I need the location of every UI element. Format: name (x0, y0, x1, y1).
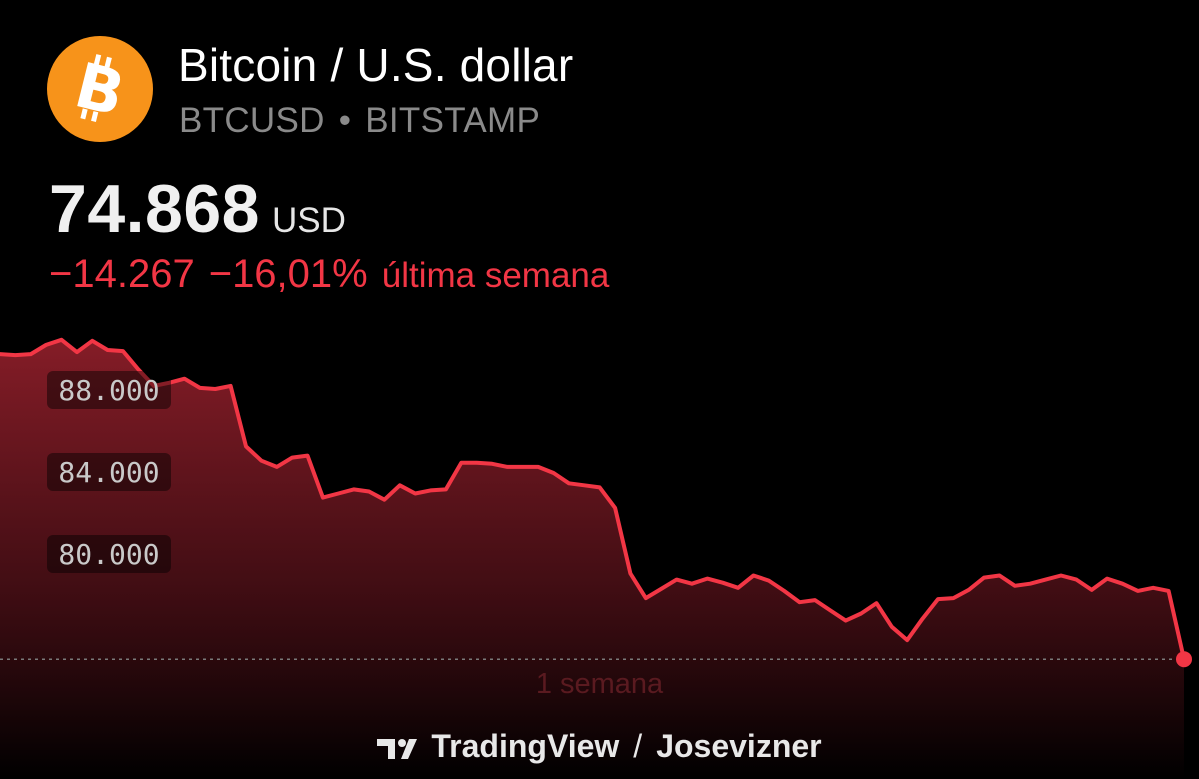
y-tick-label-background (47, 371, 171, 409)
exchange-label: BITSTAMP (365, 101, 541, 140)
y-axis: 80.000 84.000 88.000 (47, 371, 171, 573)
currency-label: USD (271, 201, 346, 240)
price-line (0, 337, 1186, 662)
period-label: 1 semana (535, 668, 664, 700)
instrument-subtitle: BTCUSD • BITSTAMP (179, 101, 540, 141)
price-row: 74.868 USD (49, 170, 346, 248)
change-percent: −16,01% (208, 252, 368, 296)
author-name: Josevizner (656, 728, 822, 764)
last-price-marker (1176, 651, 1192, 668)
change-row: −14.267 −16,01% última semana (49, 252, 609, 297)
y-tick-label-background (47, 453, 171, 491)
instrument-title: Bitcoin / U.S. dollar (178, 39, 574, 91)
change-period: última semana (381, 256, 610, 295)
y-tick-label: 88.000 (58, 374, 159, 407)
price-area-fill (0, 339, 1184, 779)
change-absolute: −14.267 (49, 252, 195, 296)
y-tick-label-background (47, 535, 171, 573)
y-tick-label: 84.000 (58, 456, 159, 489)
y-tick-label: 80.000 (58, 538, 159, 571)
brand-name: TradingView (431, 728, 620, 764)
bitcoin-logo-icon: B (47, 36, 153, 142)
footer-slash: / (633, 728, 643, 764)
last-price: 74.868 (49, 171, 260, 247)
footer-attribution: TradingView / Josevizner (0, 728, 1199, 769)
symbol-label: BTCUSD (179, 101, 325, 140)
separator-dot: • (338, 101, 352, 140)
tradingview-logo-icon (377, 732, 423, 769)
